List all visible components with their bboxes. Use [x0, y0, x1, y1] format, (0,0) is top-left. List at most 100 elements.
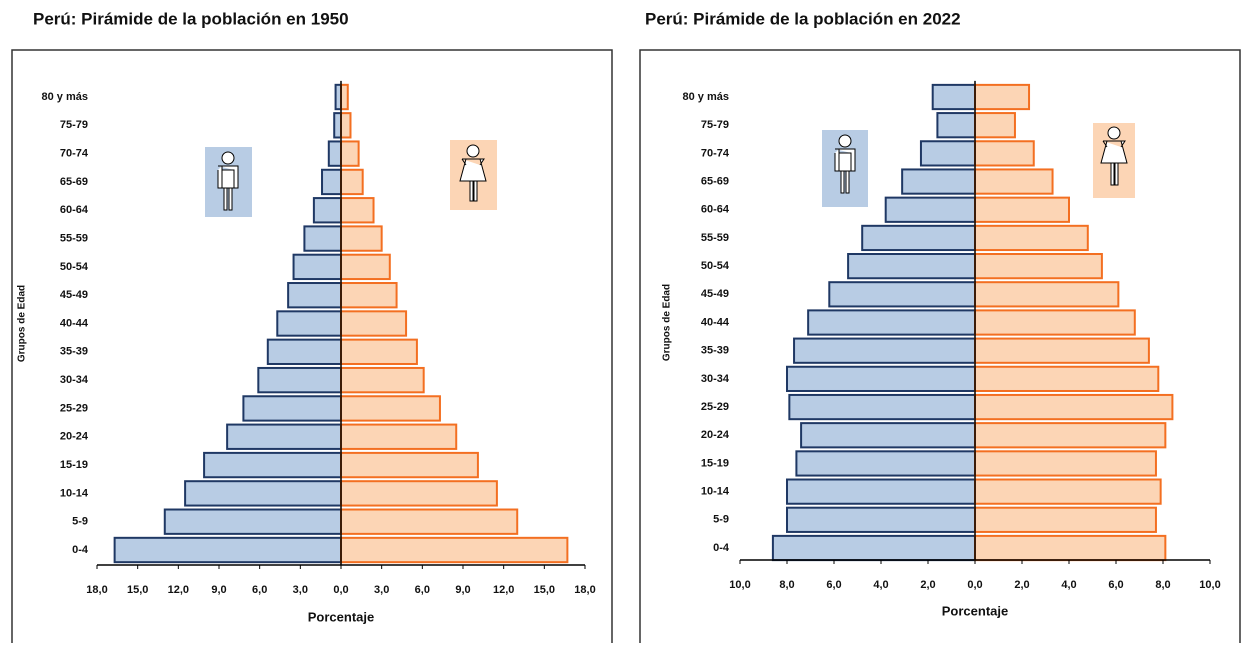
bar — [340, 395, 441, 422]
chart-title: Perú: Pirámide de la población en 2022 — [645, 9, 961, 28]
bar — [861, 224, 977, 252]
x-tick-label: 9,0 — [455, 584, 470, 596]
y-tick-label: 55-59 — [60, 232, 88, 244]
bar — [340, 83, 349, 111]
bar — [974, 365, 1160, 392]
x-tick-label: 10,0 — [729, 579, 750, 591]
y-tick-label: 0-4 — [72, 544, 89, 556]
bar — [333, 112, 343, 139]
bar — [340, 536, 569, 564]
bar — [974, 422, 1167, 449]
bar — [788, 393, 976, 421]
bar — [974, 281, 1120, 308]
bar — [931, 83, 977, 111]
bar — [163, 508, 342, 535]
bar — [793, 337, 976, 364]
y-tick-label: 60-64 — [60, 204, 89, 216]
bar — [340, 282, 398, 309]
bar — [340, 253, 391, 281]
bar — [287, 282, 342, 309]
y-tick-label: 20-24 — [701, 429, 730, 441]
bar — [340, 451, 479, 479]
x-tick-label: 8,0 — [779, 579, 794, 591]
bar — [919, 140, 977, 167]
y-tick-label: 50-54 — [701, 260, 730, 272]
x-tick-label: 6,0 — [415, 584, 430, 596]
bar — [340, 310, 408, 337]
x-tick-label: 4,0 — [873, 579, 888, 591]
y-tick-label: 70-74 — [60, 148, 89, 160]
bar — [340, 140, 360, 167]
y-tick-label: 80 y más — [683, 91, 729, 103]
bar — [340, 366, 425, 394]
bar — [771, 534, 977, 562]
bar — [800, 422, 976, 449]
y-tick-label: 5-9 — [713, 514, 729, 526]
bar — [884, 196, 977, 223]
x-tick-label: 6,0 — [1108, 579, 1123, 591]
x-tick-label: 4,0 — [1061, 579, 1076, 591]
bar — [786, 478, 976, 505]
y-tick-label: 45-49 — [60, 289, 88, 301]
bar — [974, 534, 1167, 562]
y-tick-label: 35-39 — [701, 345, 729, 357]
bar — [257, 366, 342, 394]
y-tick-label: 25-29 — [701, 401, 729, 413]
bar — [340, 168, 364, 196]
frame — [11, 49, 613, 648]
bar — [974, 224, 1089, 252]
y-tick-label: 40-44 — [701, 316, 730, 328]
x-tick-label: 12,0 — [493, 584, 514, 596]
bar — [974, 393, 1174, 421]
bar — [974, 337, 1150, 364]
bar — [184, 480, 342, 507]
x-tick-label: 15,0 — [127, 584, 148, 596]
y-tick-label: 70-74 — [701, 147, 730, 159]
y-tick-label: 75-79 — [60, 119, 88, 131]
y-tick-label: 15-19 — [701, 457, 729, 469]
x-axis-label: Porcentaje — [308, 609, 374, 624]
y-tick-label: 35-39 — [60, 346, 88, 358]
y-tick-label: 25-29 — [60, 402, 88, 414]
y-tick-label: 40-44 — [60, 317, 89, 329]
x-tick-label: 3,0 — [374, 584, 389, 596]
bar — [828, 281, 976, 308]
bar — [974, 140, 1035, 167]
bar — [203, 451, 342, 479]
bar — [936, 112, 977, 139]
bar — [340, 225, 383, 252]
bar — [340, 508, 519, 535]
y-tick-label: 20-24 — [60, 431, 89, 443]
bar — [974, 450, 1157, 477]
bar — [276, 310, 342, 337]
y-tick-label: 65-69 — [60, 176, 88, 188]
bar — [974, 112, 1016, 139]
x-tick-label: 12,0 — [168, 584, 189, 596]
x-tick-label: 6,0 — [826, 579, 841, 591]
x-tick-label: 15,0 — [534, 584, 555, 596]
bar — [847, 253, 976, 280]
bar — [242, 395, 342, 422]
y-tick-label: 0-4 — [713, 542, 730, 554]
bar — [974, 506, 1157, 533]
y-tick-label: 65-69 — [701, 175, 729, 187]
x-tick-label: 8,0 — [1155, 579, 1170, 591]
bar — [974, 83, 1031, 111]
x-tick-label: 0,0 — [967, 579, 982, 591]
y-tick-label: 30-34 — [60, 374, 89, 386]
bar — [321, 168, 342, 196]
x-tick-label: 2,0 — [920, 579, 935, 591]
bar — [226, 423, 342, 450]
bar — [327, 140, 342, 167]
y-tick-label: 5-9 — [72, 516, 88, 528]
bar — [974, 196, 1070, 223]
bar — [303, 225, 342, 252]
y-tick-label: 10-14 — [60, 487, 89, 499]
y-tick-label: 60-64 — [701, 204, 730, 216]
bar — [266, 338, 342, 365]
bar — [974, 309, 1136, 336]
y-tick-label: 45-49 — [701, 288, 729, 300]
bar — [974, 168, 1054, 195]
x-tick-label: 2,0 — [1014, 579, 1029, 591]
